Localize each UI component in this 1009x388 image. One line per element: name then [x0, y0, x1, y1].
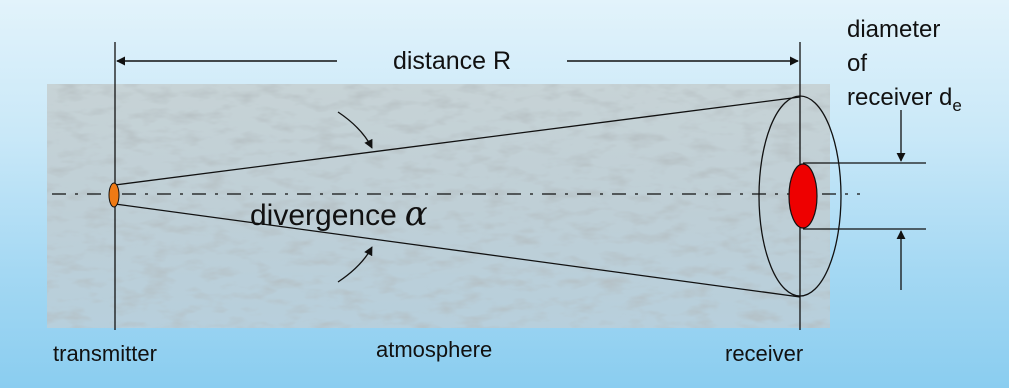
- transmitter-label: transmitter: [53, 341, 157, 366]
- diameter-label-main: receiver d: [847, 84, 952, 111]
- divergence-arrow-bottom: [337, 246, 373, 283]
- divergence-arrow-top: [337, 111, 373, 149]
- transmitter-source: [108, 182, 120, 208]
- beam-lower-edge: [114, 203, 801, 298]
- receiver-label: receiver: [725, 341, 803, 366]
- receiver-aperture-ellipse: [758, 95, 842, 297]
- beam-upper-edge: [114, 96, 801, 186]
- atmosphere-label: atmosphere: [376, 337, 492, 362]
- diameter-label-subscript: e: [952, 96, 961, 115]
- divergence-label-text: divergence: [250, 199, 397, 232]
- divergence-symbol: α: [405, 194, 428, 234]
- distance-label: distance R: [393, 47, 511, 75]
- diameter-label-line1: diameter: [847, 16, 940, 43]
- divergence-label: divergence α: [250, 194, 428, 234]
- atmosphere-region: [47, 84, 830, 328]
- diameter-label-line3: receiver de: [847, 84, 962, 115]
- receiver-spot: [788, 163, 818, 229]
- diameter-label-line2: of: [847, 50, 867, 77]
